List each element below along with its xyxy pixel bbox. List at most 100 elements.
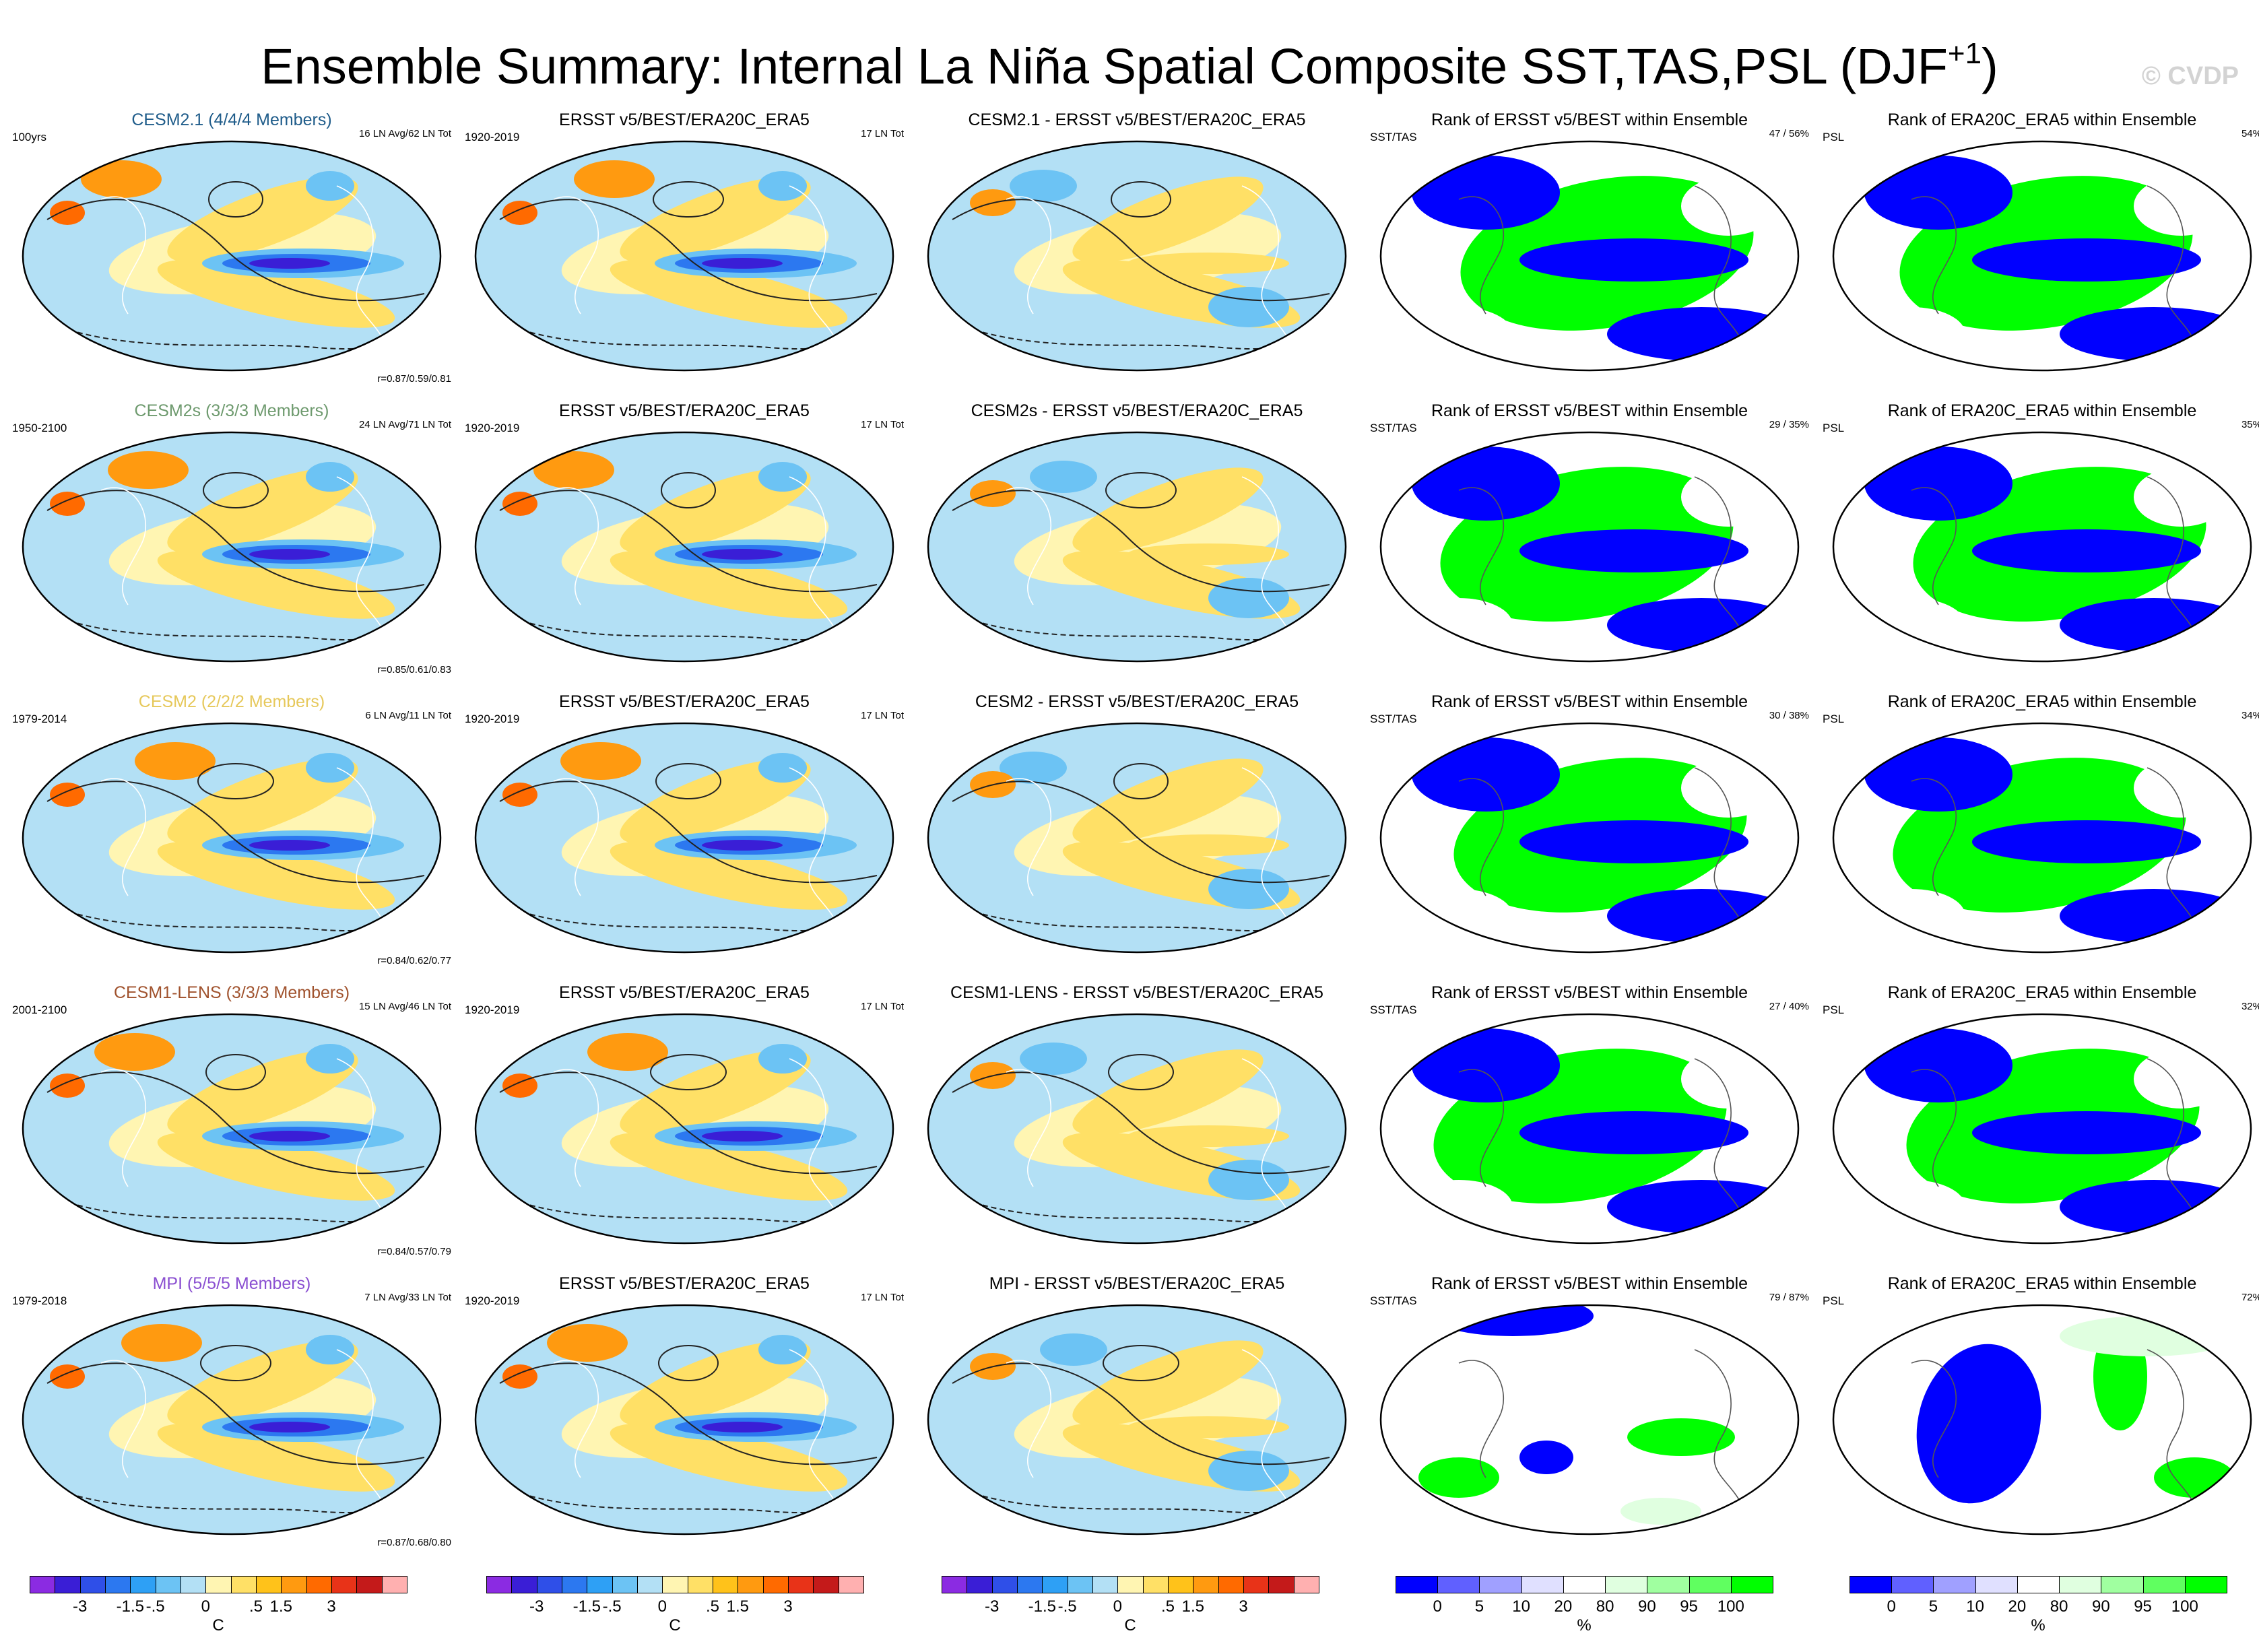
panel-title: Rank of ERSST v5/BEST within Ensemble — [1431, 692, 1748, 711]
coastline — [100, 1069, 147, 1187]
cool-anomaly-region — [1010, 170, 1077, 202]
panel-r2-c1: ERSST v5/BEST/ERA20C_ERA5 1920-2019 17 LN … — [459, 691, 909, 982]
robinson-map — [927, 140, 1347, 372]
rank-low-region — [1864, 1028, 2012, 1102]
colorbar-swatch — [2059, 1576, 2102, 1593]
panel-count-label: 6 LN Avg/11 LN Tot — [365, 710, 451, 721]
psl-contour — [499, 490, 878, 593]
coastline — [1006, 1360, 1052, 1478]
robinson-map — [22, 722, 442, 954]
psl-contour — [1105, 472, 1177, 508]
colorbar-swatch — [55, 1576, 81, 1593]
colorbar-tick-label: 95 — [1680, 1597, 1698, 1616]
rank-region — [1681, 176, 1775, 236]
coastline — [336, 1349, 385, 1505]
map-outline — [474, 722, 894, 954]
colorbar-swatch — [536, 1576, 562, 1593]
colorbar-tick-label: 3 — [327, 1597, 336, 1616]
panel-title: CESM2.1 (4/4/4 Members) — [131, 110, 332, 129]
warm-anomaly-region — [533, 451, 614, 489]
colorbar-tick-label: 0 — [657, 1597, 667, 1616]
cool-anomaly-region — [702, 840, 783, 851]
cool-anomaly-region — [249, 840, 330, 851]
panel-r3-c3: Rank of ERSST v5/BEST within Ensemble SST… — [1365, 982, 1814, 1273]
coastline — [336, 1058, 385, 1214]
warm-anomaly-region — [560, 742, 641, 780]
colorbar-tick-label: -3 — [529, 1597, 544, 1616]
colorbar-swatch — [762, 1576, 789, 1593]
panel-count-label: 17 LN Tot — [861, 1292, 904, 1303]
cool-anomaly-region — [758, 462, 807, 492]
map-outline — [1379, 431, 1800, 663]
panel-title: CESM1-LENS (3/3/3 Members) — [113, 983, 350, 1002]
panel-period-label: 1979-2018 — [12, 1294, 67, 1307]
panel-title: ERSST v5/BEST/ERA20C_ERA5 — [559, 1274, 810, 1293]
panel-title: CESM2 (2/2/2 Members) — [138, 692, 325, 711]
coastline — [2147, 476, 2195, 632]
panel-title: Rank of ERA20C_ERA5 within Ensemble — [1887, 110, 2197, 129]
warm-anomaly-region — [167, 176, 358, 263]
panel-title: Rank of ERSST v5/BEST within Ensemble — [1431, 110, 1748, 129]
warm-anomaly-region — [1072, 467, 1264, 554]
coastline — [1458, 196, 1505, 315]
colorbar-swatch — [1017, 1576, 1043, 1593]
coastline — [1911, 196, 1957, 315]
colorbar-swatch — [1521, 1576, 1564, 1593]
colorbar-tick-label: 1.5 — [1181, 1597, 1205, 1616]
psl-contour — [46, 199, 425, 302]
panel-title: ERSST v5/BEST/ERA20C_ERA5 — [559, 110, 810, 129]
psl-contour — [650, 1054, 727, 1090]
coastline — [789, 767, 837, 923]
panel-count-label: 17 LN Tot — [861, 128, 904, 139]
panel-title: Rank of ERA20C_ERA5 within Ensemble — [1887, 692, 2197, 711]
colorbar-tick-label: 1.5 — [726, 1597, 750, 1616]
coastline — [2147, 1349, 2195, 1505]
warm-anomaly-region — [610, 259, 848, 328]
colorbar-tick-label: 90 — [1637, 1597, 1656, 1616]
colorbar-swatch — [942, 1576, 968, 1593]
coastline — [1694, 185, 1742, 341]
map-outline — [22, 140, 442, 372]
panel-r4-c1: ERSST v5/BEST/ERA20C_ERA5 1920-2019 17 LN … — [459, 1273, 909, 1564]
warm-anomaly-region — [620, 1049, 811, 1135]
colorbar-swatch — [331, 1576, 358, 1593]
coastline — [2147, 767, 2195, 923]
coastline — [1458, 1360, 1505, 1478]
colorbar-unit-label: C — [212, 1616, 224, 1634]
rank-low-region — [1864, 156, 2012, 230]
panel-r4-c2: MPI - ERSST v5/BEST/ERA20C_ERA5 — [912, 1273, 1362, 1564]
rank-low-region — [1519, 238, 1748, 282]
colorbar-swatch — [562, 1576, 588, 1593]
psl-contour — [952, 1362, 1330, 1465]
psl-contour — [661, 472, 716, 508]
warm-anomaly-region — [121, 1324, 202, 1362]
warm-anomaly-region — [167, 758, 358, 845]
colorbar-unit-label: % — [1577, 1616, 1592, 1634]
coastline — [789, 476, 837, 632]
robinson-map — [22, 431, 442, 663]
colorbar-swatch — [181, 1576, 207, 1593]
panel-title: CESM1-LENS - ERSST v5/BEST/ERA20C_ERA5 — [950, 983, 1323, 1002]
panel-count-label: 24 LN Avg/71 LN Tot — [358, 419, 451, 430]
coastline — [1241, 476, 1290, 632]
panel-period-label: SST/TAS — [1370, 1294, 1417, 1307]
map-outline — [1379, 1304, 1800, 1535]
map-outline — [22, 1013, 442, 1245]
colorbar-tick-label: 90 — [2091, 1597, 2110, 1616]
panel-correlation-label: r=0.84/0.57/0.79 — [377, 1246, 451, 1257]
panel-correlation-label: r=0.85/0.61/0.83 — [377, 664, 451, 675]
coastline — [789, 185, 837, 341]
panel-r4-c4: Rank of ERA20C_ERA5 within Ensemble PSL 72… — [1817, 1273, 2259, 1564]
colorbar-swatch — [1689, 1576, 1732, 1593]
coastline — [1458, 487, 1505, 605]
rank-region — [1858, 598, 1965, 652]
psl-contour — [1108, 1054, 1174, 1090]
warm-anomaly-region — [587, 1033, 668, 1071]
psl-contour — [499, 199, 878, 302]
panel-count-label: 79 / 87% — [1769, 1292, 1809, 1303]
cool-anomaly-region — [306, 1044, 354, 1073]
warm-anomaly-region — [610, 1423, 848, 1492]
warm-anomaly-region — [157, 841, 395, 910]
panel-r1-c1: ERSST v5/BEST/ERA20C_ERA5 1920-2019 17 LN … — [459, 400, 909, 691]
colorbar-tick-label: 20 — [2008, 1597, 2027, 1616]
